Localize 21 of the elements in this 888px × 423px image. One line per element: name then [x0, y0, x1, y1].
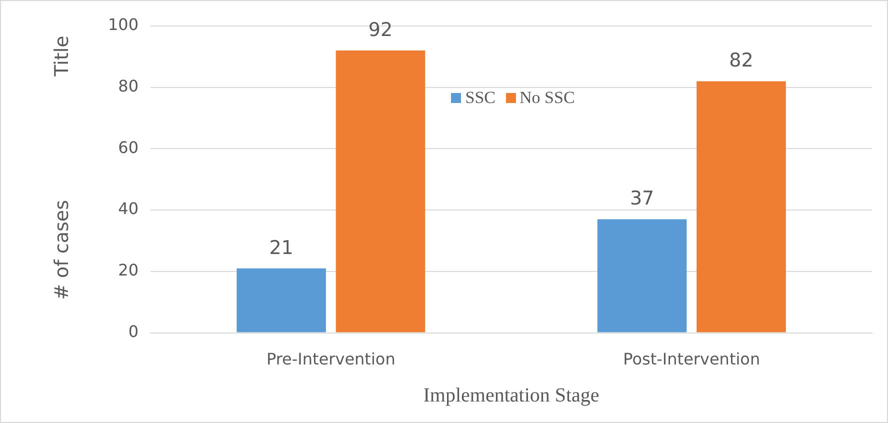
data-label: 21	[269, 236, 294, 259]
y-tick-label: 20	[118, 260, 139, 280]
bar	[336, 50, 426, 332]
y-axis-title: # of cases	[50, 200, 73, 300]
y-tick-label: 100	[108, 15, 139, 34]
x-tick-label: Post-Intervention	[623, 350, 760, 369]
legend-label: No SSC	[518, 88, 575, 108]
legend-label: SSC	[464, 88, 496, 108]
bar	[597, 219, 687, 332]
bar	[696, 81, 786, 332]
x-axis-title: Implementation Stage	[423, 384, 600, 406]
y-tick-label: 0	[128, 322, 139, 341]
data-label: 82	[729, 50, 754, 72]
data-label: 92	[368, 18, 393, 41]
y-tick-label: 80	[118, 76, 139, 96]
text: Title	[50, 36, 73, 78]
y-tick-label: 60	[118, 138, 139, 157]
y-tick-label: 40	[118, 199, 139, 218]
data-label: 37	[630, 188, 654, 210]
bar	[236, 268, 326, 332]
x-tick-label: Pre-Intervention	[266, 350, 396, 369]
